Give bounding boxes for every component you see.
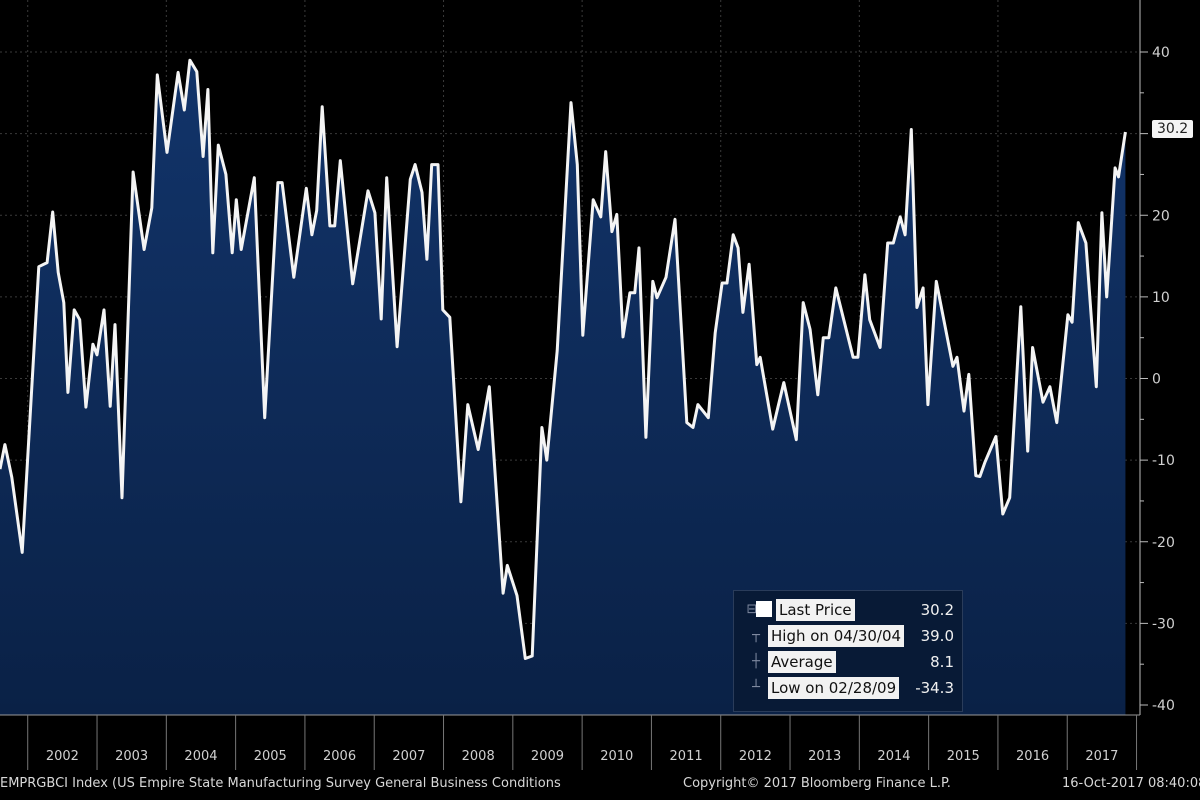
legend-value: 30.2	[920, 601, 954, 619]
x-tick-label: 2012	[739, 749, 772, 764]
series-area-fill	[0, 60, 1126, 715]
high-marker-icon: ┬	[752, 628, 760, 643]
legend-label: Average	[768, 651, 836, 673]
legend-label: High on 04/30/04	[768, 625, 905, 647]
last-value-badge: 30.2	[1152, 120, 1194, 138]
legend-label: Low on 02/28/09	[768, 677, 900, 699]
y-tick-label: 20	[1152, 208, 1170, 224]
x-tick-label: 2013	[808, 749, 841, 764]
x-tick-label: 2008	[462, 749, 495, 764]
y-tick-label: -20	[1152, 535, 1175, 551]
x-tick-label: 2011	[670, 749, 703, 764]
legend-value: 39.0	[920, 627, 954, 645]
x-tick-label: 2010	[600, 749, 633, 764]
y-tick-label: 0	[1152, 372, 1161, 388]
x-tick-label: 2003	[115, 749, 148, 764]
legend-value: 8.1	[930, 653, 954, 671]
legend-row-last-price[interactable]: ⊟ Last Price 30.2	[734, 599, 962, 621]
collapse-icon[interactable]: ⊟	[746, 602, 758, 617]
x-tick-label: 2002	[46, 749, 79, 764]
x-tick-label: 2004	[184, 749, 217, 764]
average-marker-icon: ┼	[752, 654, 760, 669]
y-tick-label: -40	[1152, 698, 1175, 714]
x-tick-label: 2005	[254, 749, 287, 764]
x-tick-label: 2009	[531, 749, 564, 764]
y-tick-label: 40	[1152, 45, 1170, 61]
y-tick-label: -10	[1152, 453, 1175, 469]
timestamp: 16-Oct-2017 08:40:08	[1062, 776, 1200, 791]
y-tick-label: 10	[1152, 290, 1170, 306]
x-tick-label: 2015	[947, 749, 980, 764]
legend-label: Last Price	[776, 599, 855, 621]
security-description: EMPRGBCI Index (US Empire State Manufact…	[0, 776, 561, 791]
legend: ⊟ Last Price 30.2 ┬ High on 04/30/04 39.…	[733, 590, 963, 712]
legend-row-low[interactable]: ┴ Low on 02/28/09 -34.3	[734, 677, 962, 699]
copyright: Copyright© 2017 Bloomberg Finance L.P.	[683, 776, 951, 791]
legend-value: -34.3	[915, 679, 954, 697]
square-icon	[756, 601, 772, 617]
x-tick-label: 2007	[392, 749, 425, 764]
legend-row-average[interactable]: ┼ Average 8.1	[734, 651, 962, 673]
y-tick-label: -30	[1152, 616, 1175, 632]
x-tick-label: 2017	[1085, 749, 1118, 764]
x-tick-label: 2016	[1016, 749, 1049, 764]
low-marker-icon: ┴	[752, 680, 760, 695]
x-tick-label: 2006	[323, 749, 356, 764]
series-line	[0, 58, 1127, 660]
x-tick-label: 2014	[877, 749, 910, 764]
legend-row-high[interactable]: ┬ High on 04/30/04 39.0	[734, 625, 962, 647]
